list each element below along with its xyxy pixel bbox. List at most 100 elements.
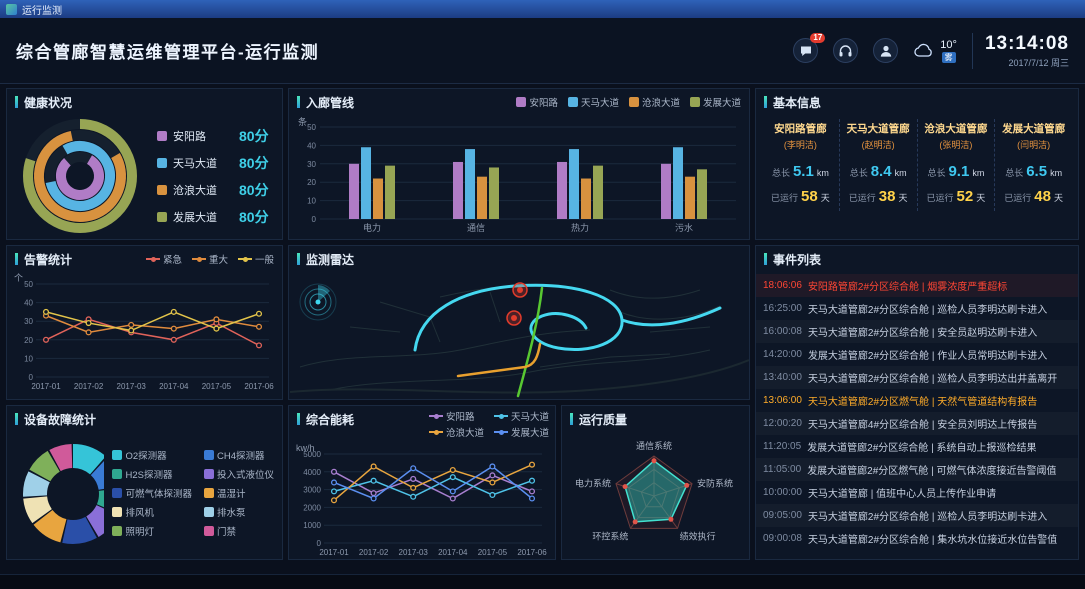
corridor-manager: (闫明洁)	[1017, 140, 1051, 150]
svg-text:30: 30	[307, 160, 316, 169]
energy-legend: 安阳路 天马大道 沧浪大道 发展大道	[423, 409, 549, 439]
weather-temp: 10°	[940, 38, 957, 51]
legend-item[interactable]: 发展大道	[689, 95, 741, 109]
event-text: 天马大道管廊2#分区综合舱 | 集水坑水位接近水位告警值	[807, 535, 1058, 546]
legend-item[interactable]: 天马大道	[493, 409, 549, 423]
length-label: 总长	[849, 168, 868, 178]
svg-text:40: 40	[24, 299, 33, 308]
event-row[interactable]: 11:20:05 发展大道管廊2#分区综合舱 | 系统自动上报巡检结果	[756, 435, 1078, 458]
event-row[interactable]: 16:25:00 天马大道管廊2#分区综合舱 | 巡检人员李明达刷卡进入	[756, 297, 1078, 320]
event-row[interactable]: 09:00:08 天马大道管廊2#分区综合舱 | 集水坑水位接近水位告警值	[756, 527, 1078, 550]
legend-label: 排风机	[125, 508, 154, 519]
event-text: 天马大道管廊2#分区燃气舱 | 天然气管道结构有报告	[807, 397, 1038, 408]
svg-text:0: 0	[317, 539, 322, 548]
length-label: 总长	[1005, 168, 1024, 178]
health-legend-item[interactable]: 发展大道 80分	[157, 207, 269, 227]
svg-text:2017-04: 2017-04	[159, 382, 189, 391]
legend-item[interactable]: 重大	[191, 252, 228, 266]
event-row[interactable]: 18:06:06 安阳路管廊2#分区综合舱 | 烟雾浓度严重超标	[756, 274, 1078, 297]
svg-text:2017-03: 2017-03	[117, 382, 147, 391]
legend-item[interactable]: 排风机	[112, 505, 192, 519]
event-time: 09:05:00	[763, 510, 802, 521]
notifications-button[interactable]: 17	[793, 33, 826, 63]
days-value: 38	[878, 188, 896, 205]
legend-label: 紧急	[162, 255, 182, 266]
legend-marker	[567, 97, 578, 107]
legend-item[interactable]: 安阳路	[428, 409, 475, 423]
health-legend-item[interactable]: 天马大道 80分	[157, 153, 269, 173]
event-row[interactable]: 09:05:00 天马大道管廊2#分区综合舱 | 巡检人员李明达刷卡进入	[756, 504, 1078, 527]
days-value: 52	[956, 188, 974, 205]
event-row[interactable]: 13:40:00 天马大道管廊2#分区综合舱 | 巡检人员李明达出井盖离开	[756, 366, 1078, 389]
legend-item[interactable]: CH4探测器	[203, 448, 274, 462]
svg-text:2017-06: 2017-06	[244, 382, 274, 391]
legend-item[interactable]: O2探测器	[112, 448, 192, 462]
legend-item[interactable]: 门禁	[203, 524, 274, 538]
panel-health-status: 健康状况 安阳路 80分 天马大道 80分 沧浪大道 80分 发展大道 80分	[6, 88, 283, 240]
legend-item[interactable]: 可燃气体探测器	[112, 486, 192, 500]
corridor-length: 总长 8.4 km	[850, 163, 907, 180]
legend-item[interactable]: 一般	[237, 252, 274, 266]
corridor-name: 天马大道管廊	[846, 123, 910, 135]
panel-alarm-stats: 告警统计 紧急 重大 一般 个 0 10 20 30 40 50 2017-01 2017-02 20…	[6, 245, 283, 400]
support-button[interactable]	[833, 38, 859, 63]
map-route-green[interactable]	[516, 286, 544, 398]
map-route-orange[interactable]	[456, 342, 542, 378]
event-row[interactable]: 16:00:08 天马大道管廊2#分区综合舱 | 安全员赵明达刷卡进入	[756, 320, 1078, 343]
svg-text:3000: 3000	[303, 486, 321, 495]
bottom-bar	[0, 574, 1085, 589]
header-tools: 17 10° 雾 13:14:08 2017/7/12 周三	[793, 32, 1069, 69]
svg-text:2017-05: 2017-05	[478, 548, 508, 557]
legend-item[interactable]: 沧浪大道	[628, 95, 680, 109]
panel-title-marker-icon	[764, 96, 767, 108]
length-unit: km	[894, 168, 907, 178]
legend-label: 发展大道	[702, 98, 741, 109]
event-time: 12:00:20	[763, 418, 802, 429]
panel-monitor-radar: 监测雷达	[288, 245, 750, 400]
legend-item[interactable]: 温湿计	[203, 486, 274, 500]
legend-marker	[428, 413, 443, 419]
event-row[interactable]: 11:05:00 发展大道管廊2#分区燃气舱 | 可燃气体浓度接近告警阈值	[756, 458, 1078, 481]
event-time: 16:25:00	[763, 303, 802, 314]
legend-item[interactable]: 发展大道	[493, 425, 549, 439]
legend-marker	[237, 256, 252, 262]
monitor-map[interactable]	[290, 272, 749, 399]
map-river-route-ext[interactable]	[620, 306, 722, 327]
legend-item[interactable]: 沧浪大道	[428, 425, 484, 439]
legend-item[interactable]: H2S探测器	[112, 467, 192, 481]
legend-item[interactable]: 紧急	[145, 252, 182, 266]
event-row[interactable]: 13:06:00 天马大道管廊2#分区燃气舱 | 天然气管道结构有报告	[756, 389, 1078, 412]
map-alert-marker[interactable]	[506, 310, 522, 326]
panel-title: 运行质量	[579, 412, 628, 427]
legend-label: 门禁	[216, 527, 236, 538]
event-text: 天马大道管廊2#分区综合舱 | 安全员赵明达刷卡进入	[807, 328, 1038, 339]
user-button[interactable]	[873, 38, 899, 63]
legend-label: 安阳路	[529, 98, 558, 109]
legend-swatch	[157, 211, 167, 222]
event-row[interactable]: 14:20:00 发展大道管廊2#分区综合舱 | 作业人员常明达刷卡进入	[756, 343, 1078, 366]
legend-marker	[493, 413, 508, 419]
svg-text:30: 30	[24, 317, 33, 326]
legend-item[interactable]: 天马大道	[567, 95, 619, 109]
legend-item[interactable]: 投入式液位仪	[203, 467, 274, 481]
map-river-route[interactable]	[413, 283, 624, 352]
health-legend-item[interactable]: 沧浪大道 80分	[157, 180, 269, 200]
days-unit: 天	[1053, 193, 1063, 203]
panel-title: 综合能耗	[306, 412, 355, 427]
corridor-days: 已运行 48 天	[1004, 188, 1063, 205]
window-titlebar[interactable]: 运行监测	[0, 0, 1085, 18]
event-row[interactable]: 10:00:00 天马大道管廊 | 值班中心人员上传作业申请	[756, 481, 1078, 504]
health-legend-item[interactable]: 安阳路 80分	[157, 126, 269, 146]
map-alert-marker[interactable]	[512, 282, 528, 298]
legend-marker	[203, 488, 214, 498]
legend-label: 安阳路	[445, 412, 475, 423]
legend-item[interactable]: 照明灯	[112, 524, 192, 538]
legend-item[interactable]: 排水泵	[203, 505, 274, 519]
legend-marker	[112, 526, 123, 536]
map-streets	[290, 283, 749, 394]
svg-text:2017-02: 2017-02	[74, 382, 104, 391]
svg-text:条: 条	[298, 116, 307, 127]
event-row[interactable]: 12:00:20 天马大道管廊4#分区综合舱 | 安全员刘明达上传报告	[756, 412, 1078, 435]
panel-event-list: 事件列表 18:06:06 安阳路管廊2#分区综合舱 | 烟雾浓度严重超标 16:2…	[755, 245, 1079, 560]
legend-item[interactable]: 安阳路	[516, 95, 558, 109]
